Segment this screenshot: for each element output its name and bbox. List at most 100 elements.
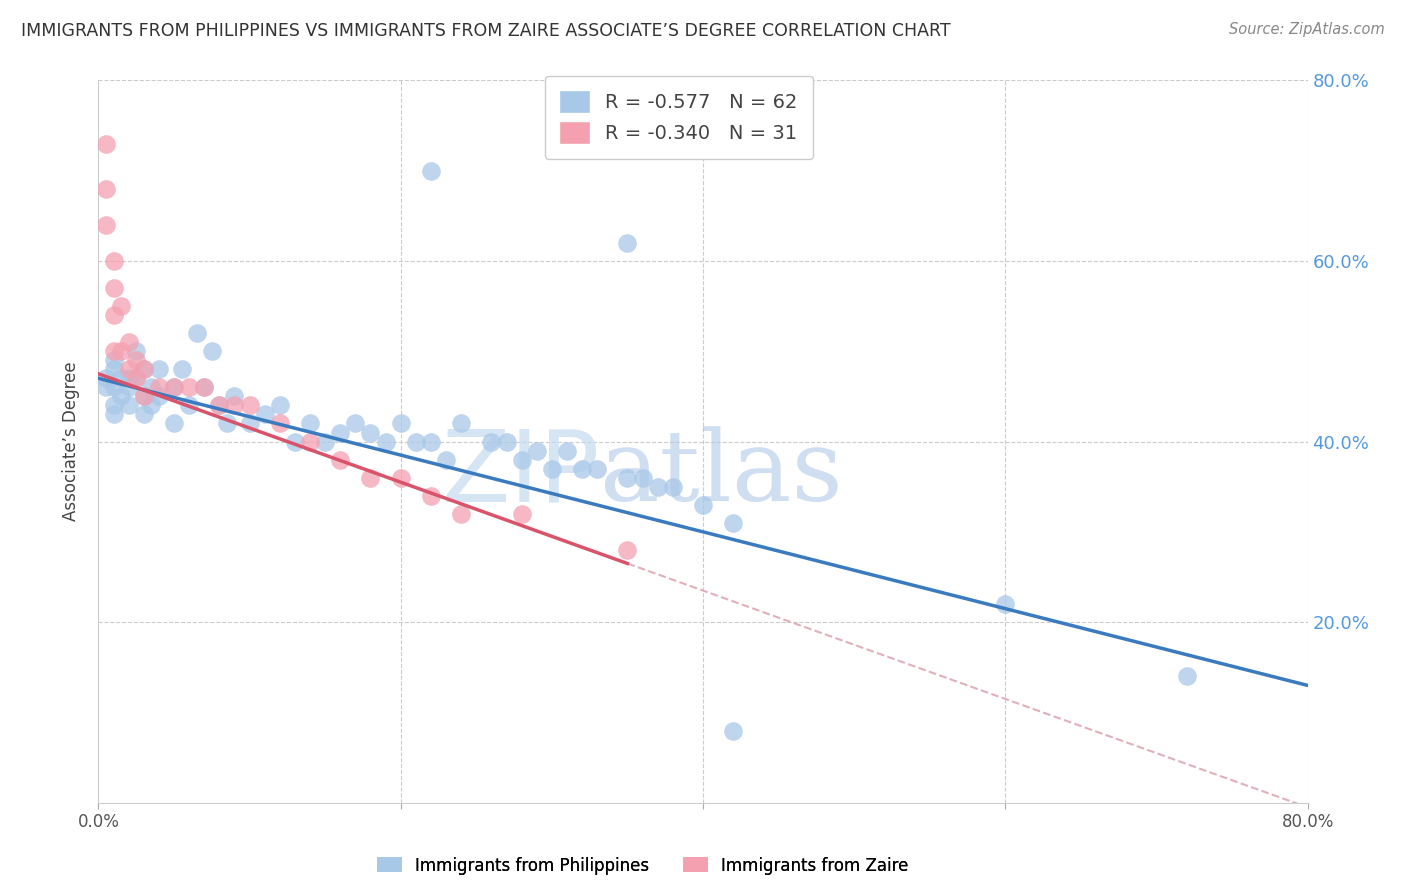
Point (94, 136, 117, 151)
Point (631, 471, 654, 485)
Point (405, 434, 427, 449)
Point (186, 326, 208, 340)
Point (103, 281, 125, 295)
Point (510, 507, 533, 521)
Point (224, 389, 246, 403)
Point (103, 408, 125, 422)
Point (224, 398, 246, 412)
Point (132, 362, 155, 376)
Point (329, 452, 352, 467)
Point (201, 344, 224, 359)
Point (616, 235, 638, 250)
Point (510, 452, 533, 467)
Point (148, 389, 170, 403)
Text: ZIP: ZIP (441, 425, 600, 523)
Point (239, 417, 262, 431)
Point (389, 471, 412, 485)
Point (118, 398, 141, 412)
Point (193, 380, 215, 394)
Point (329, 425, 352, 440)
Point (239, 398, 262, 412)
Text: IMMIGRANTS FROM PHILIPPINES VS IMMIGRANTS FROM ZAIRE ASSOCIATE’S DEGREE CORRELAT: IMMIGRANTS FROM PHILIPPINES VS IMMIGRANT… (21, 22, 950, 40)
Point (110, 299, 132, 313)
Point (208, 398, 231, 412)
Point (163, 417, 186, 431)
Point (450, 507, 472, 521)
Point (132, 362, 155, 376)
Point (344, 417, 367, 431)
Point (125, 353, 148, 368)
Point (170, 362, 193, 376)
Point (434, 452, 457, 467)
Point (110, 344, 132, 359)
Point (571, 461, 593, 475)
Point (94, 218, 117, 232)
Point (118, 335, 141, 350)
Point (163, 380, 186, 394)
Point (647, 480, 669, 494)
Point (141, 398, 163, 412)
Point (389, 417, 412, 431)
Point (125, 344, 148, 359)
Point (253, 408, 276, 422)
Point (118, 371, 141, 385)
Point (94, 371, 117, 385)
Point (118, 380, 141, 394)
Point (118, 362, 141, 376)
Point (284, 434, 307, 449)
Point (125, 371, 148, 385)
Point (269, 398, 291, 412)
Text: atlas: atlas (600, 426, 844, 522)
Point (215, 417, 238, 431)
Point (299, 417, 322, 431)
Point (555, 443, 578, 458)
Point (103, 344, 125, 359)
Point (148, 362, 170, 376)
Point (661, 480, 683, 494)
Point (179, 398, 201, 412)
Point (495, 434, 517, 449)
Point (193, 380, 215, 394)
Point (132, 408, 155, 422)
Legend: Immigrants from Philippines, Immigrants from Zaire: Immigrants from Philippines, Immigrants … (370, 850, 915, 881)
Point (540, 461, 562, 475)
Point (208, 398, 231, 412)
Point (526, 443, 548, 458)
Point (420, 434, 443, 449)
Point (110, 389, 132, 403)
Point (269, 417, 291, 431)
Y-axis label: Associate’s Degree: Associate’s Degree (62, 362, 80, 521)
Point (141, 380, 163, 394)
Point (420, 163, 443, 178)
Point (163, 380, 186, 394)
Point (148, 380, 170, 394)
Point (103, 362, 125, 376)
Point (132, 389, 155, 403)
Point (103, 380, 125, 394)
Point (994, 597, 1017, 611)
Point (110, 371, 132, 385)
Point (420, 489, 443, 503)
Point (103, 353, 125, 368)
Point (374, 434, 396, 449)
Point (360, 471, 382, 485)
Point (103, 308, 125, 322)
Point (450, 417, 472, 431)
Point (723, 723, 745, 738)
Point (125, 371, 148, 385)
Point (94, 182, 117, 196)
Point (1175, 669, 1198, 683)
Point (179, 380, 201, 394)
Point (132, 389, 155, 403)
Point (360, 425, 382, 440)
Point (692, 498, 714, 512)
Point (103, 254, 125, 268)
Point (94, 380, 117, 394)
Point (103, 398, 125, 412)
Text: Source: ZipAtlas.com: Source: ZipAtlas.com (1229, 22, 1385, 37)
Point (586, 461, 609, 475)
Point (616, 542, 638, 557)
Point (314, 434, 336, 449)
Point (299, 434, 322, 449)
Point (723, 516, 745, 530)
